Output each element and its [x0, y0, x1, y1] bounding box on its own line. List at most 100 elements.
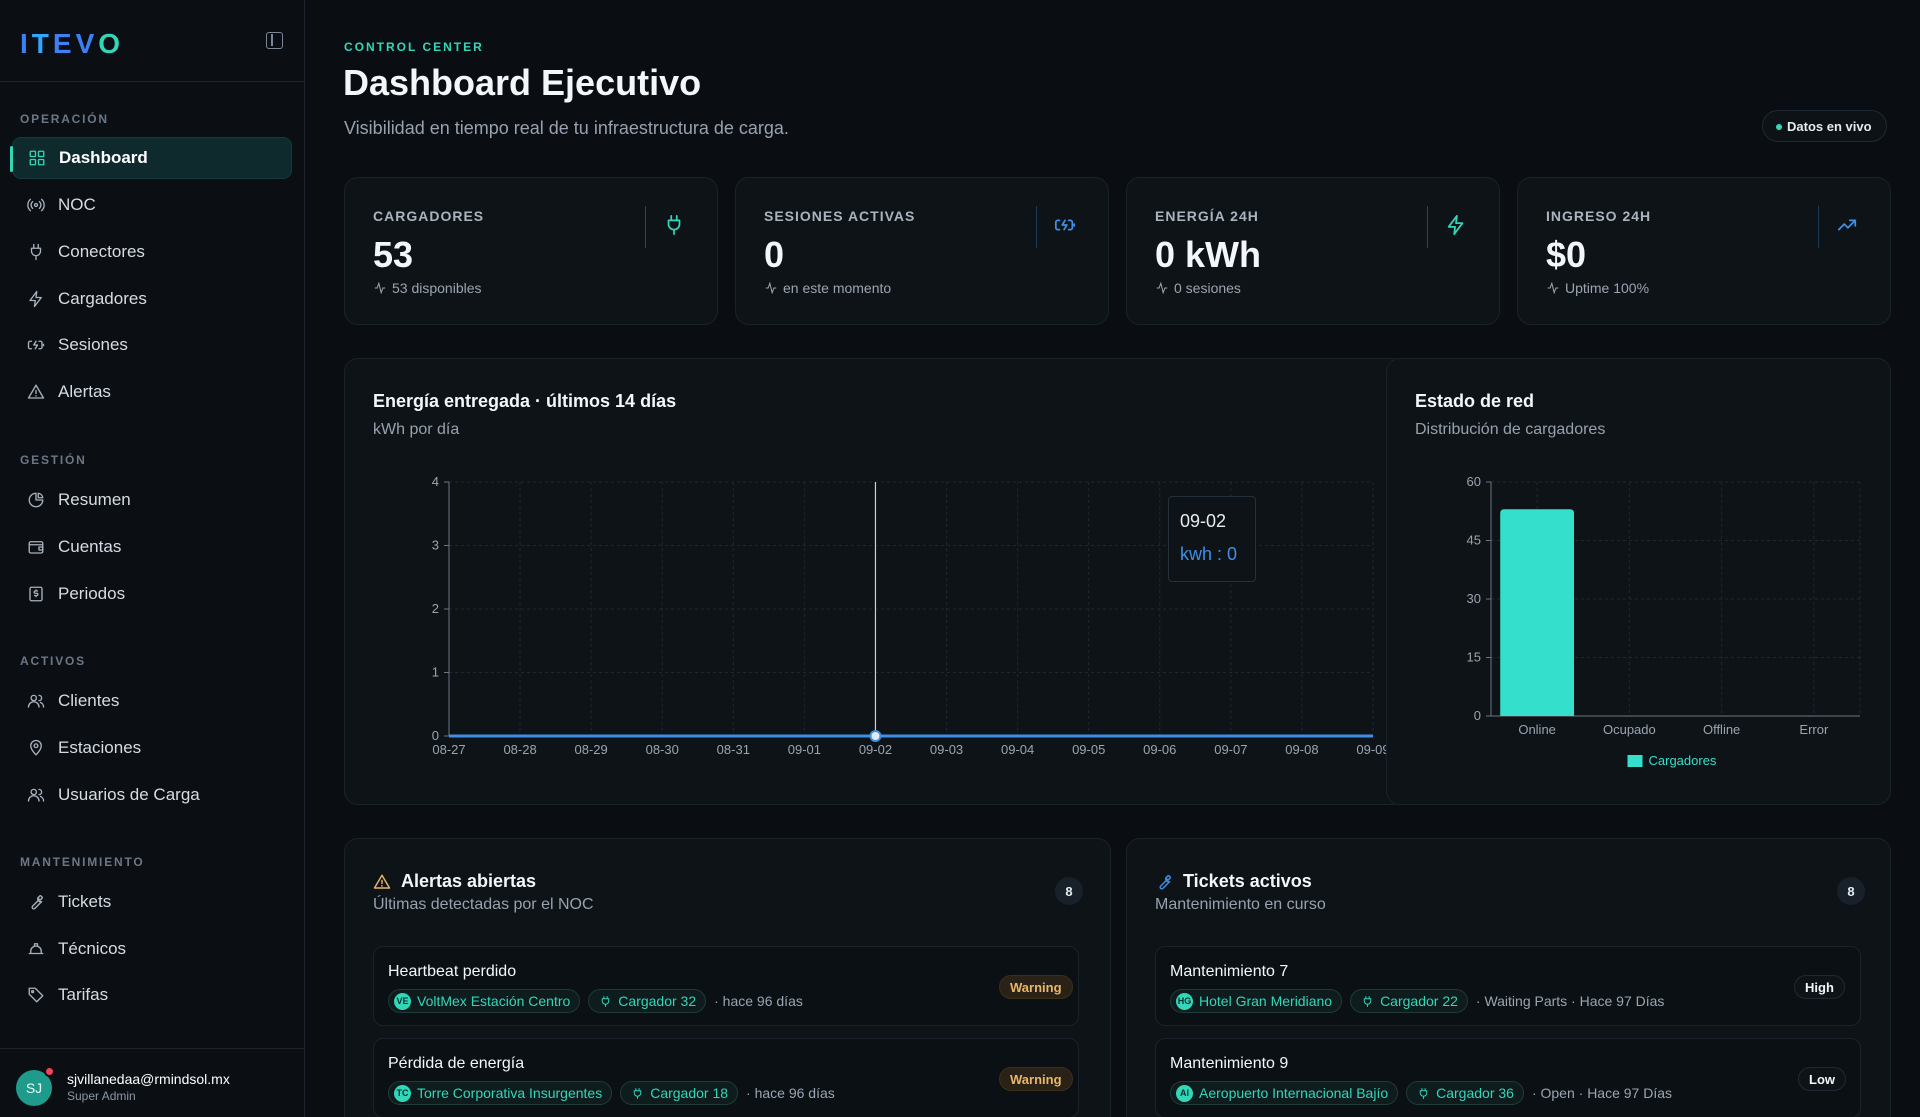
network-bar-chart[interactable]: Online Ocupado Offline Error 0 15 30 45 60 Cargad…: [1387, 359, 1890, 804]
kpi-label: CARGADORES: [373, 208, 485, 224]
sidebar-item-conectores[interactable]: Conectores: [12, 231, 292, 273]
sidebar-item-estaciones[interactable]: Estaciones: [12, 727, 292, 769]
station-monogram: HG: [1176, 992, 1193, 1010]
alerts-subtitle: Últimas detectadas por el NOC: [373, 896, 594, 913]
tag-icon: [26, 985, 46, 1005]
sidebar-item-cargadores[interactable]: Cargadores: [12, 278, 292, 320]
alert-triangle-icon: [373, 874, 391, 889]
nav-section-activos: ACTIVOS: [20, 654, 86, 668]
x-tick-label: 09-07: [1214, 742, 1247, 757]
users-icon: [26, 691, 46, 711]
x-tick-label: 09-02: [859, 742, 892, 757]
ticket-row[interactable]: Mantenimiento 7 HG Hotel Gran Meridiano C…: [1155, 946, 1861, 1026]
energy-chart-title: Energía entregada · últimos 14 días: [373, 391, 677, 411]
receipt-icon: [26, 584, 46, 604]
kpi-value: 0 kWh: [1155, 234, 1262, 275]
activity-icon: [1156, 281, 1168, 295]
sidebar-item-alertas[interactable]: Alertas: [12, 371, 292, 413]
bolt-icon: [26, 289, 46, 309]
station-monogram: TC: [394, 1084, 411, 1102]
severity-badge: Warning: [999, 1067, 1073, 1091]
kpi-label: SESIONES ACTIVAS: [764, 208, 916, 224]
network-chart-subtitle: Distribución de cargadores: [1415, 421, 1606, 438]
nav-section-mantenimiento: MANTENIMIENTO: [20, 855, 145, 869]
trending-up-icon: [1836, 214, 1860, 238]
station-chip[interactable]: HG Hotel Gran Meridiano: [1170, 989, 1343, 1013]
sidebar-item-usuarios-de-carga[interactable]: Usuarios de Carga: [12, 774, 292, 816]
hard-hat-icon: [26, 939, 46, 959]
charger-chip[interactable]: Cargador 36: [1406, 1081, 1524, 1105]
sidebar-item-tarifas[interactable]: Tarifas: [12, 974, 292, 1016]
activity-icon: [1547, 281, 1559, 295]
priority-badge: Low: [1798, 1067, 1846, 1091]
energy-chart-subtitle: kWh por día: [373, 421, 460, 438]
y-tick-label: 45: [1467, 533, 1481, 548]
user-profile[interactable]: SJ sjvillanedaa@rmindsol.mx Super Admin: [0, 1048, 305, 1117]
ticket-meta: AI Aeropuerto Internacional Bajío Cargado…: [1170, 1081, 1672, 1105]
sidebar-item-label: Resumen: [58, 490, 131, 509]
page-eyebrow: CONTROL CENTER: [344, 40, 484, 54]
x-tick-label: 08-29: [575, 742, 608, 757]
sidebar-item-label: Usuarios de Carga: [58, 785, 200, 804]
ticket-status: · Open · Hace 97 Días: [1531, 1085, 1673, 1101]
station-chip[interactable]: AI Aeropuerto Internacional Bajío: [1170, 1081, 1399, 1105]
wrench-icon: [1159, 874, 1172, 890]
sidebar-collapse-icon[interactable]: [266, 32, 283, 49]
map-pin-icon: [26, 738, 46, 758]
kpi-separator: [1036, 206, 1037, 248]
activity-icon: [765, 281, 777, 295]
nav-section-operacion: OPERACIÓN: [20, 112, 109, 126]
kpi-sub: 53 disponibles: [373, 280, 482, 296]
activity-icon: [374, 281, 386, 295]
charger-chip[interactable]: Cargador 32: [588, 989, 707, 1013]
y-tick-label: 30: [1467, 591, 1481, 606]
kpi-sub-text: 53 disponibles: [392, 280, 482, 296]
sidebar-item-noc[interactable]: NOC: [12, 184, 292, 226]
severity-badge: Warning: [999, 975, 1073, 999]
energy-line-chart[interactable]: 08-27 08-28 08-29 08-30 08-31 09-01 09-02 09-03…: [345, 359, 1405, 804]
sidebar-item-resumen[interactable]: Resumen: [12, 479, 292, 521]
station-chip[interactable]: VE VoltMex Estación Centro: [388, 989, 581, 1013]
station-chip[interactable]: TC Torre Corporativa Insurgentes: [388, 1081, 613, 1105]
sidebar-item-cuentas[interactable]: Cuentas: [12, 526, 292, 568]
charger-chip[interactable]: Cargador 22: [1350, 989, 1468, 1013]
charger-name: Cargador 22: [1380, 993, 1458, 1009]
ticket-row[interactable]: Mantenimiento 9 AI Aeropuerto Internacion…: [1155, 1038, 1861, 1117]
network-chart-card: Estado de red Distribución de cargadores…: [1386, 358, 1891, 805]
kpi-sub: 0 sesiones: [1155, 280, 1241, 296]
alert-row[interactable]: Pérdida de energía TC Torre Corporativa I…: [373, 1038, 1079, 1117]
charger-chip[interactable]: Cargador 18: [620, 1081, 739, 1105]
kpi-value: 0: [764, 234, 785, 275]
kpi-label: INGRESO 24H: [1546, 208, 1652, 224]
user-email: sjvillanedaa@rmindsol.mx: [67, 1071, 230, 1087]
sidebar-item-tecnicos[interactable]: Técnicos: [12, 928, 292, 970]
x-tick-label: 08-30: [646, 742, 679, 757]
x-tick-label: 09-09: [1356, 742, 1389, 757]
live-data-badge: Datos en vivo: [1762, 110, 1887, 142]
itevo-logo[interactable]: ITEVO: [20, 28, 125, 59]
tickets-card: Tickets activos Mantenimiento en curso 8…: [1126, 838, 1891, 1117]
alerts-count-badge: 8: [1055, 877, 1083, 905]
alert-title: Heartbeat perdido: [388, 963, 517, 980]
sidebar-item-sesiones[interactable]: Sesiones: [12, 324, 292, 366]
x-tick-label: 08-28: [503, 742, 536, 757]
tooltip-date: 09-02: [1180, 511, 1227, 531]
battery-charging-icon: [1054, 214, 1078, 238]
x-tick-label: 09-08: [1285, 742, 1318, 757]
sidebar-item-dashboard[interactable]: Dashboard: [10, 137, 292, 179]
nav-section-gestion: GESTIÓN: [20, 453, 87, 467]
ticket-status: · Waiting Parts · Hace 97 Días: [1475, 993, 1665, 1009]
kpi-separator: [1818, 206, 1819, 248]
x-tick-label: 08-31: [717, 742, 750, 757]
pie-chart-icon: [26, 490, 46, 510]
sidebar-item-clientes[interactable]: Clientes: [12, 680, 292, 722]
station-name: Hotel Gran Meridiano: [1199, 993, 1333, 1009]
sidebar-item-tickets[interactable]: Tickets: [12, 881, 292, 923]
tickets-count-badge: 8: [1837, 877, 1865, 905]
kpi-value: $0: [1546, 234, 1587, 275]
x-tick-label: 09-01: [788, 742, 821, 757]
alert-row[interactable]: Heartbeat perdido VE VoltMex Estación Cen…: [373, 946, 1079, 1026]
sidebar-item-periodos[interactable]: Periodos: [12, 573, 292, 615]
kpi-card-energia-24h: ENERGÍA 24H 0 kWh 0 sesiones: [1126, 177, 1500, 325]
kpi-sub: en este momento: [764, 280, 891, 296]
